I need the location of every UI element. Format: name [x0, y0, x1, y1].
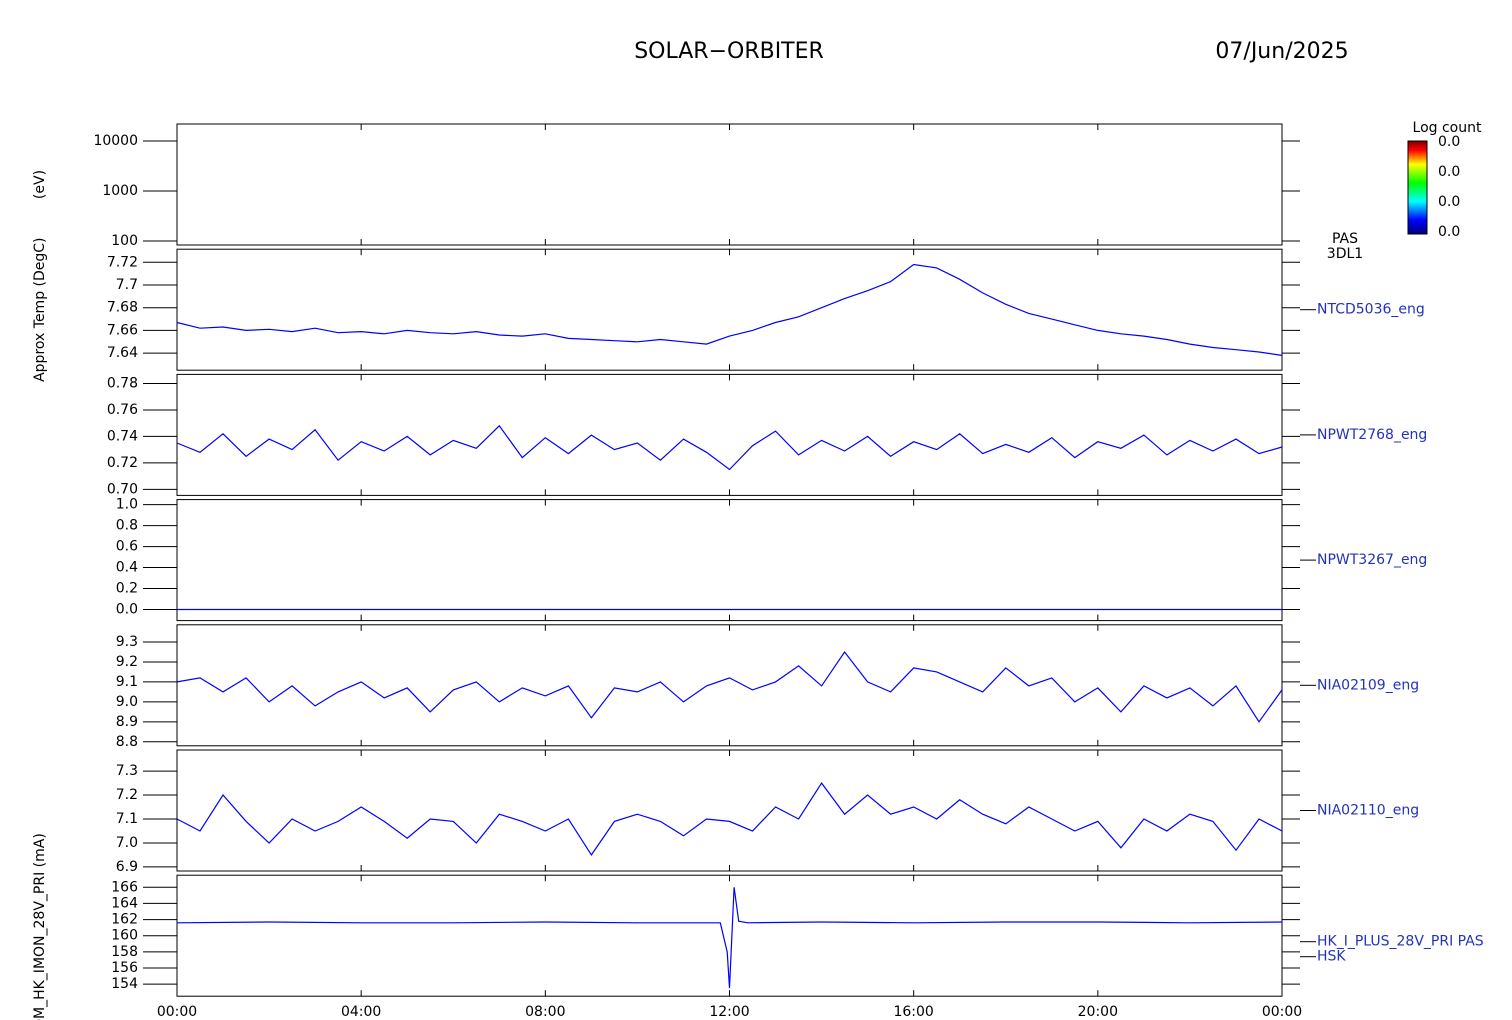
x-tick-label: 00:00	[157, 1004, 197, 1020]
panel-label: HSK	[1317, 949, 1346, 965]
y-tick-label: 7.68	[107, 300, 138, 316]
data-line	[176, 782, 1283, 856]
y-axis-title: (eV)	[32, 170, 48, 199]
y-tick-label: 154	[111, 976, 138, 992]
colorbar	[1407, 140, 1428, 235]
y-tick-label: 1000	[102, 183, 138, 199]
y-axis-title: Approx Temp (DegC)	[32, 237, 48, 381]
y-tick-label: 6.9	[116, 859, 138, 875]
y-tick-label: 8.8	[116, 734, 138, 750]
y-tick-label: 8.9	[116, 714, 138, 730]
y-tick-label: 7.3	[116, 763, 138, 779]
y-tick-label: 7.66	[107, 322, 138, 338]
panel-label: PAS	[1332, 231, 1358, 247]
y-tick-label: 0.72	[107, 455, 138, 471]
data-line	[176, 263, 1283, 356]
y-tick-label: 7.64	[107, 345, 138, 361]
y-tick-label: 0.2	[116, 581, 138, 597]
colorbar-label: 0.0	[1438, 164, 1460, 180]
panel-frame	[176, 624, 1283, 747]
x-tick-label: 16:00	[893, 1004, 933, 1020]
y-tick-label: 0.8	[116, 518, 138, 534]
y-tick-label: 0.78	[107, 376, 138, 392]
panel-label: NTCD5036_eng	[1317, 302, 1425, 318]
y-tick-label: 0.4	[116, 560, 138, 576]
y-tick-label: 0.76	[107, 402, 138, 418]
panel-label: NIA02110_eng	[1317, 803, 1419, 819]
panel-frame	[176, 123, 1283, 246]
panel-label: NPWT3267_eng	[1317, 552, 1427, 568]
y-tick-label: 9.0	[116, 694, 138, 710]
panel-label: NIA02109_eng	[1317, 677, 1419, 693]
x-tick-label: 20:00	[1078, 1004, 1118, 1020]
title: SOLAR−ORBITER	[634, 39, 824, 64]
y-tick-label: 0.6	[116, 539, 138, 555]
y-tick-label: 0.0	[116, 601, 138, 617]
y-tick-label: 7.2	[116, 787, 138, 803]
data-line	[176, 424, 1283, 471]
y-tick-label: 166	[111, 879, 138, 895]
colorbar-label: 0.0	[1438, 224, 1460, 240]
y-tick-label: 0.74	[107, 428, 138, 444]
y-tick-label: 9.3	[116, 634, 138, 650]
y-tick-label: 158	[111, 944, 138, 960]
panel-label: HK_I_PLUS_28V_PRI PAS	[1317, 934, 1484, 950]
y-tick-label: 100	[111, 233, 138, 249]
panel-label: NPWT2768_eng	[1317, 427, 1427, 443]
y-tick-label: 7.0	[116, 835, 138, 851]
y-tick-label: 7.7	[116, 277, 138, 293]
y-tick-label: 7.72	[107, 254, 138, 270]
x-tick-label: 12:00	[709, 1004, 749, 1020]
x-tick-label: 00:00	[1262, 1004, 1302, 1020]
panel-frame	[176, 749, 1283, 872]
x-tick-label: 08:00	[525, 1004, 565, 1020]
y-axis-title: PDM_HK_IMON_28V_PRI (mA)	[32, 833, 48, 1020]
y-tick-label: 1.0	[116, 497, 138, 513]
y-tick-label: 162	[111, 912, 138, 928]
data-line	[176, 887, 1283, 989]
y-tick-label: 0.70	[107, 481, 138, 497]
y-tick-label: 156	[111, 960, 138, 976]
y-tick-label: 9.2	[116, 654, 138, 670]
x-tick-label: 04:00	[341, 1004, 381, 1020]
y-tick-label: 10000	[93, 133, 138, 149]
y-tick-label: 9.1	[116, 674, 138, 690]
colorbar-title: Log count	[1413, 120, 1482, 136]
y-tick-label: 160	[111, 928, 138, 944]
panel-frame	[176, 373, 1283, 496]
y-tick-label: 7.1	[116, 811, 138, 827]
panel-label: 3DL1	[1327, 246, 1363, 262]
panel-frame	[176, 499, 1283, 622]
date: 07/Jun/2025	[1215, 39, 1348, 64]
panel-frame	[176, 248, 1283, 371]
data-line	[176, 650, 1283, 723]
colorbar-label: 0.0	[1438, 194, 1460, 210]
colorbar-label: 0.0	[1438, 134, 1460, 150]
y-tick-label: 164	[111, 895, 138, 911]
